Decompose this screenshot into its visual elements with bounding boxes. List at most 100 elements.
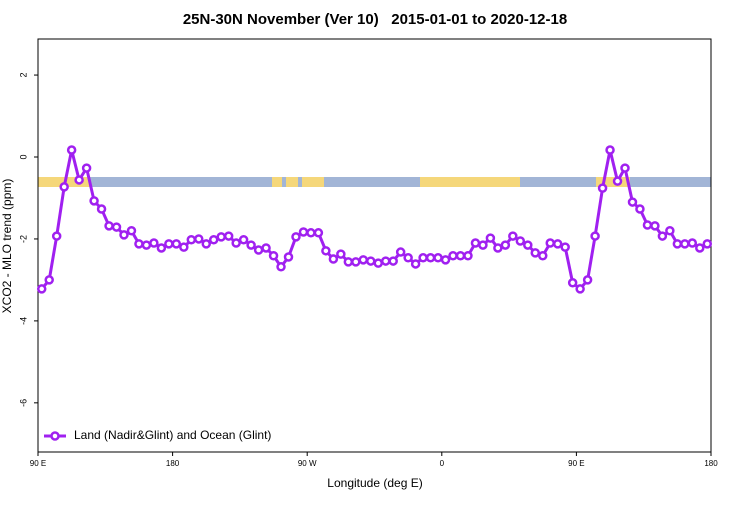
point bbox=[283, 252, 294, 262]
point bbox=[321, 246, 331, 256]
x-tick-label: 0 bbox=[440, 459, 445, 468]
chart-title: 25N-30N November (Ver 10) 2015-01-01 to … bbox=[183, 11, 567, 28]
point bbox=[328, 254, 339, 264]
point bbox=[485, 233, 496, 243]
point bbox=[380, 256, 391, 266]
point bbox=[388, 256, 398, 266]
point bbox=[96, 204, 107, 214]
point bbox=[373, 258, 383, 268]
legend-label: Land (Nadir&Glint) and Ocean (Glint) bbox=[74, 428, 271, 442]
point bbox=[216, 232, 226, 242]
point bbox=[201, 239, 211, 249]
point bbox=[657, 231, 668, 241]
point bbox=[463, 250, 473, 261]
point bbox=[171, 239, 182, 249]
point bbox=[582, 275, 593, 285]
point bbox=[448, 250, 458, 261]
point bbox=[291, 232, 301, 242]
y-tick-label: -2 bbox=[18, 235, 28, 243]
point bbox=[493, 243, 503, 253]
point bbox=[208, 235, 219, 245]
point bbox=[702, 239, 713, 249]
y-axis-label: XCO2 - MLO trend (ppm) bbox=[0, 179, 14, 314]
point bbox=[149, 238, 159, 248]
point bbox=[515, 236, 526, 246]
point bbox=[478, 240, 488, 250]
point bbox=[246, 240, 256, 250]
point bbox=[253, 245, 264, 255]
point bbox=[627, 197, 638, 207]
point bbox=[306, 228, 316, 238]
point bbox=[605, 145, 615, 155]
point bbox=[66, 145, 77, 155]
point bbox=[343, 257, 354, 267]
legend-marker bbox=[50, 431, 60, 441]
point bbox=[186, 235, 197, 245]
point bbox=[523, 240, 533, 250]
point bbox=[508, 231, 518, 241]
point bbox=[194, 234, 204, 244]
point bbox=[425, 253, 436, 263]
point bbox=[620, 163, 630, 173]
point bbox=[336, 249, 346, 259]
y-tick-label: 2 bbox=[18, 73, 28, 78]
point bbox=[366, 256, 376, 266]
point bbox=[126, 226, 137, 236]
point bbox=[268, 250, 279, 261]
point bbox=[59, 182, 69, 192]
point bbox=[612, 176, 623, 186]
point bbox=[358, 255, 369, 265]
point bbox=[410, 259, 421, 269]
point bbox=[567, 278, 578, 288]
point bbox=[313, 228, 324, 238]
point bbox=[433, 253, 443, 263]
point bbox=[560, 242, 570, 252]
point bbox=[261, 243, 271, 253]
point bbox=[545, 238, 555, 248]
point bbox=[575, 284, 585, 294]
point bbox=[81, 163, 92, 173]
point bbox=[440, 255, 451, 265]
point bbox=[179, 242, 189, 252]
point bbox=[231, 238, 241, 248]
point bbox=[597, 183, 608, 193]
point bbox=[298, 227, 309, 237]
land-ocean-strip bbox=[38, 177, 711, 187]
point bbox=[238, 235, 249, 245]
point bbox=[642, 220, 653, 230]
x-tick-label: 90 E bbox=[30, 459, 46, 468]
point bbox=[695, 243, 705, 253]
point bbox=[104, 221, 114, 231]
point bbox=[156, 243, 167, 253]
point bbox=[111, 222, 122, 232]
point bbox=[351, 257, 361, 267]
x-tick-label: 90 W bbox=[298, 459, 317, 468]
point bbox=[223, 231, 234, 241]
point bbox=[403, 253, 413, 263]
point bbox=[36, 284, 47, 294]
point bbox=[134, 239, 144, 249]
point bbox=[687, 238, 698, 248]
point bbox=[141, 240, 152, 250]
point bbox=[538, 250, 548, 261]
point bbox=[276, 262, 286, 272]
point bbox=[680, 239, 690, 249]
point bbox=[552, 239, 563, 249]
point bbox=[530, 248, 541, 258]
point bbox=[455, 250, 466, 261]
y-tick-label: -4 bbox=[18, 317, 28, 325]
point bbox=[119, 230, 129, 240]
point bbox=[51, 231, 62, 241]
x-tick-label: 180 bbox=[166, 459, 180, 468]
point bbox=[89, 196, 99, 206]
series-line bbox=[40, 149, 708, 292]
x-tick-label: 180 bbox=[704, 459, 718, 468]
point bbox=[635, 204, 645, 214]
point bbox=[470, 238, 481, 248]
point bbox=[418, 253, 428, 263]
y-tick-label: -6 bbox=[18, 399, 28, 407]
point bbox=[650, 221, 660, 231]
point bbox=[590, 231, 600, 241]
point bbox=[164, 239, 174, 249]
